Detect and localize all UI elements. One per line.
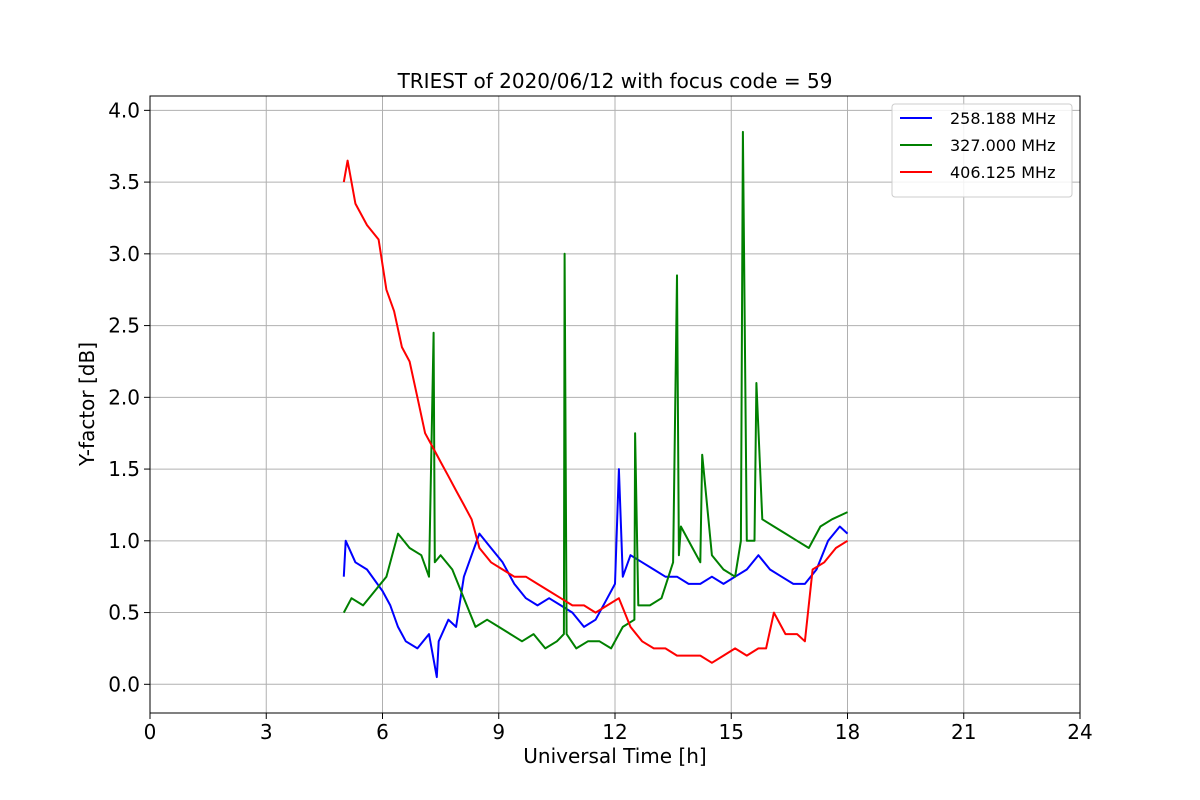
y-tick-label: 3.5 bbox=[108, 170, 140, 194]
y-axis-label: Y-factor [dB] bbox=[75, 342, 99, 467]
chart-title: TRIEST of 2020/06/12 with focus code = 5… bbox=[397, 69, 833, 93]
x-tick-label: 15 bbox=[719, 720, 744, 744]
series-line bbox=[342, 130, 848, 650]
y-tick-label: 4.0 bbox=[108, 98, 140, 122]
x-tick-label: 21 bbox=[951, 720, 976, 744]
legend-label: 258.188 MHz bbox=[950, 109, 1055, 128]
y-tick-label: 0.5 bbox=[108, 601, 140, 625]
x-tick-label: 24 bbox=[1067, 720, 1092, 744]
x-tick-label: 18 bbox=[835, 720, 860, 744]
x-tick-label: 6 bbox=[376, 720, 389, 744]
legend-label: 406.125 MHz bbox=[950, 163, 1055, 182]
y-tick-label: 3.0 bbox=[108, 242, 140, 266]
y-tick-label: 1.5 bbox=[108, 457, 140, 481]
y-tick-label: 0.0 bbox=[108, 672, 140, 696]
y-axis-ticks: 0.0 0.5 1.0 1.5 2.0 2.5 3.0 3.5 4.0 bbox=[108, 98, 150, 696]
x-tick-label: 0 bbox=[144, 720, 157, 744]
x-axis-label: Universal Time [h] bbox=[523, 744, 706, 768]
legend-box bbox=[891, 103, 1073, 198]
legend-label: 327.000 MHz bbox=[950, 136, 1055, 155]
x-axis-ticks: 0 3 6 9 12 15 18 21 24 bbox=[144, 713, 1093, 744]
y-tick-label: 2.5 bbox=[108, 314, 140, 338]
y-tick-label: 2.0 bbox=[108, 385, 140, 409]
x-tick-label: 9 bbox=[492, 720, 505, 744]
x-tick-label: 3 bbox=[260, 720, 273, 744]
series-line bbox=[342, 159, 849, 664]
series-group bbox=[342, 130, 849, 679]
series-line bbox=[342, 468, 849, 679]
legend: 258.188 MHz 327.000 MHz 406.125 MHz bbox=[891, 103, 1073, 198]
x-tick-label: 12 bbox=[602, 720, 627, 744]
y-tick-label: 1.0 bbox=[108, 529, 140, 553]
